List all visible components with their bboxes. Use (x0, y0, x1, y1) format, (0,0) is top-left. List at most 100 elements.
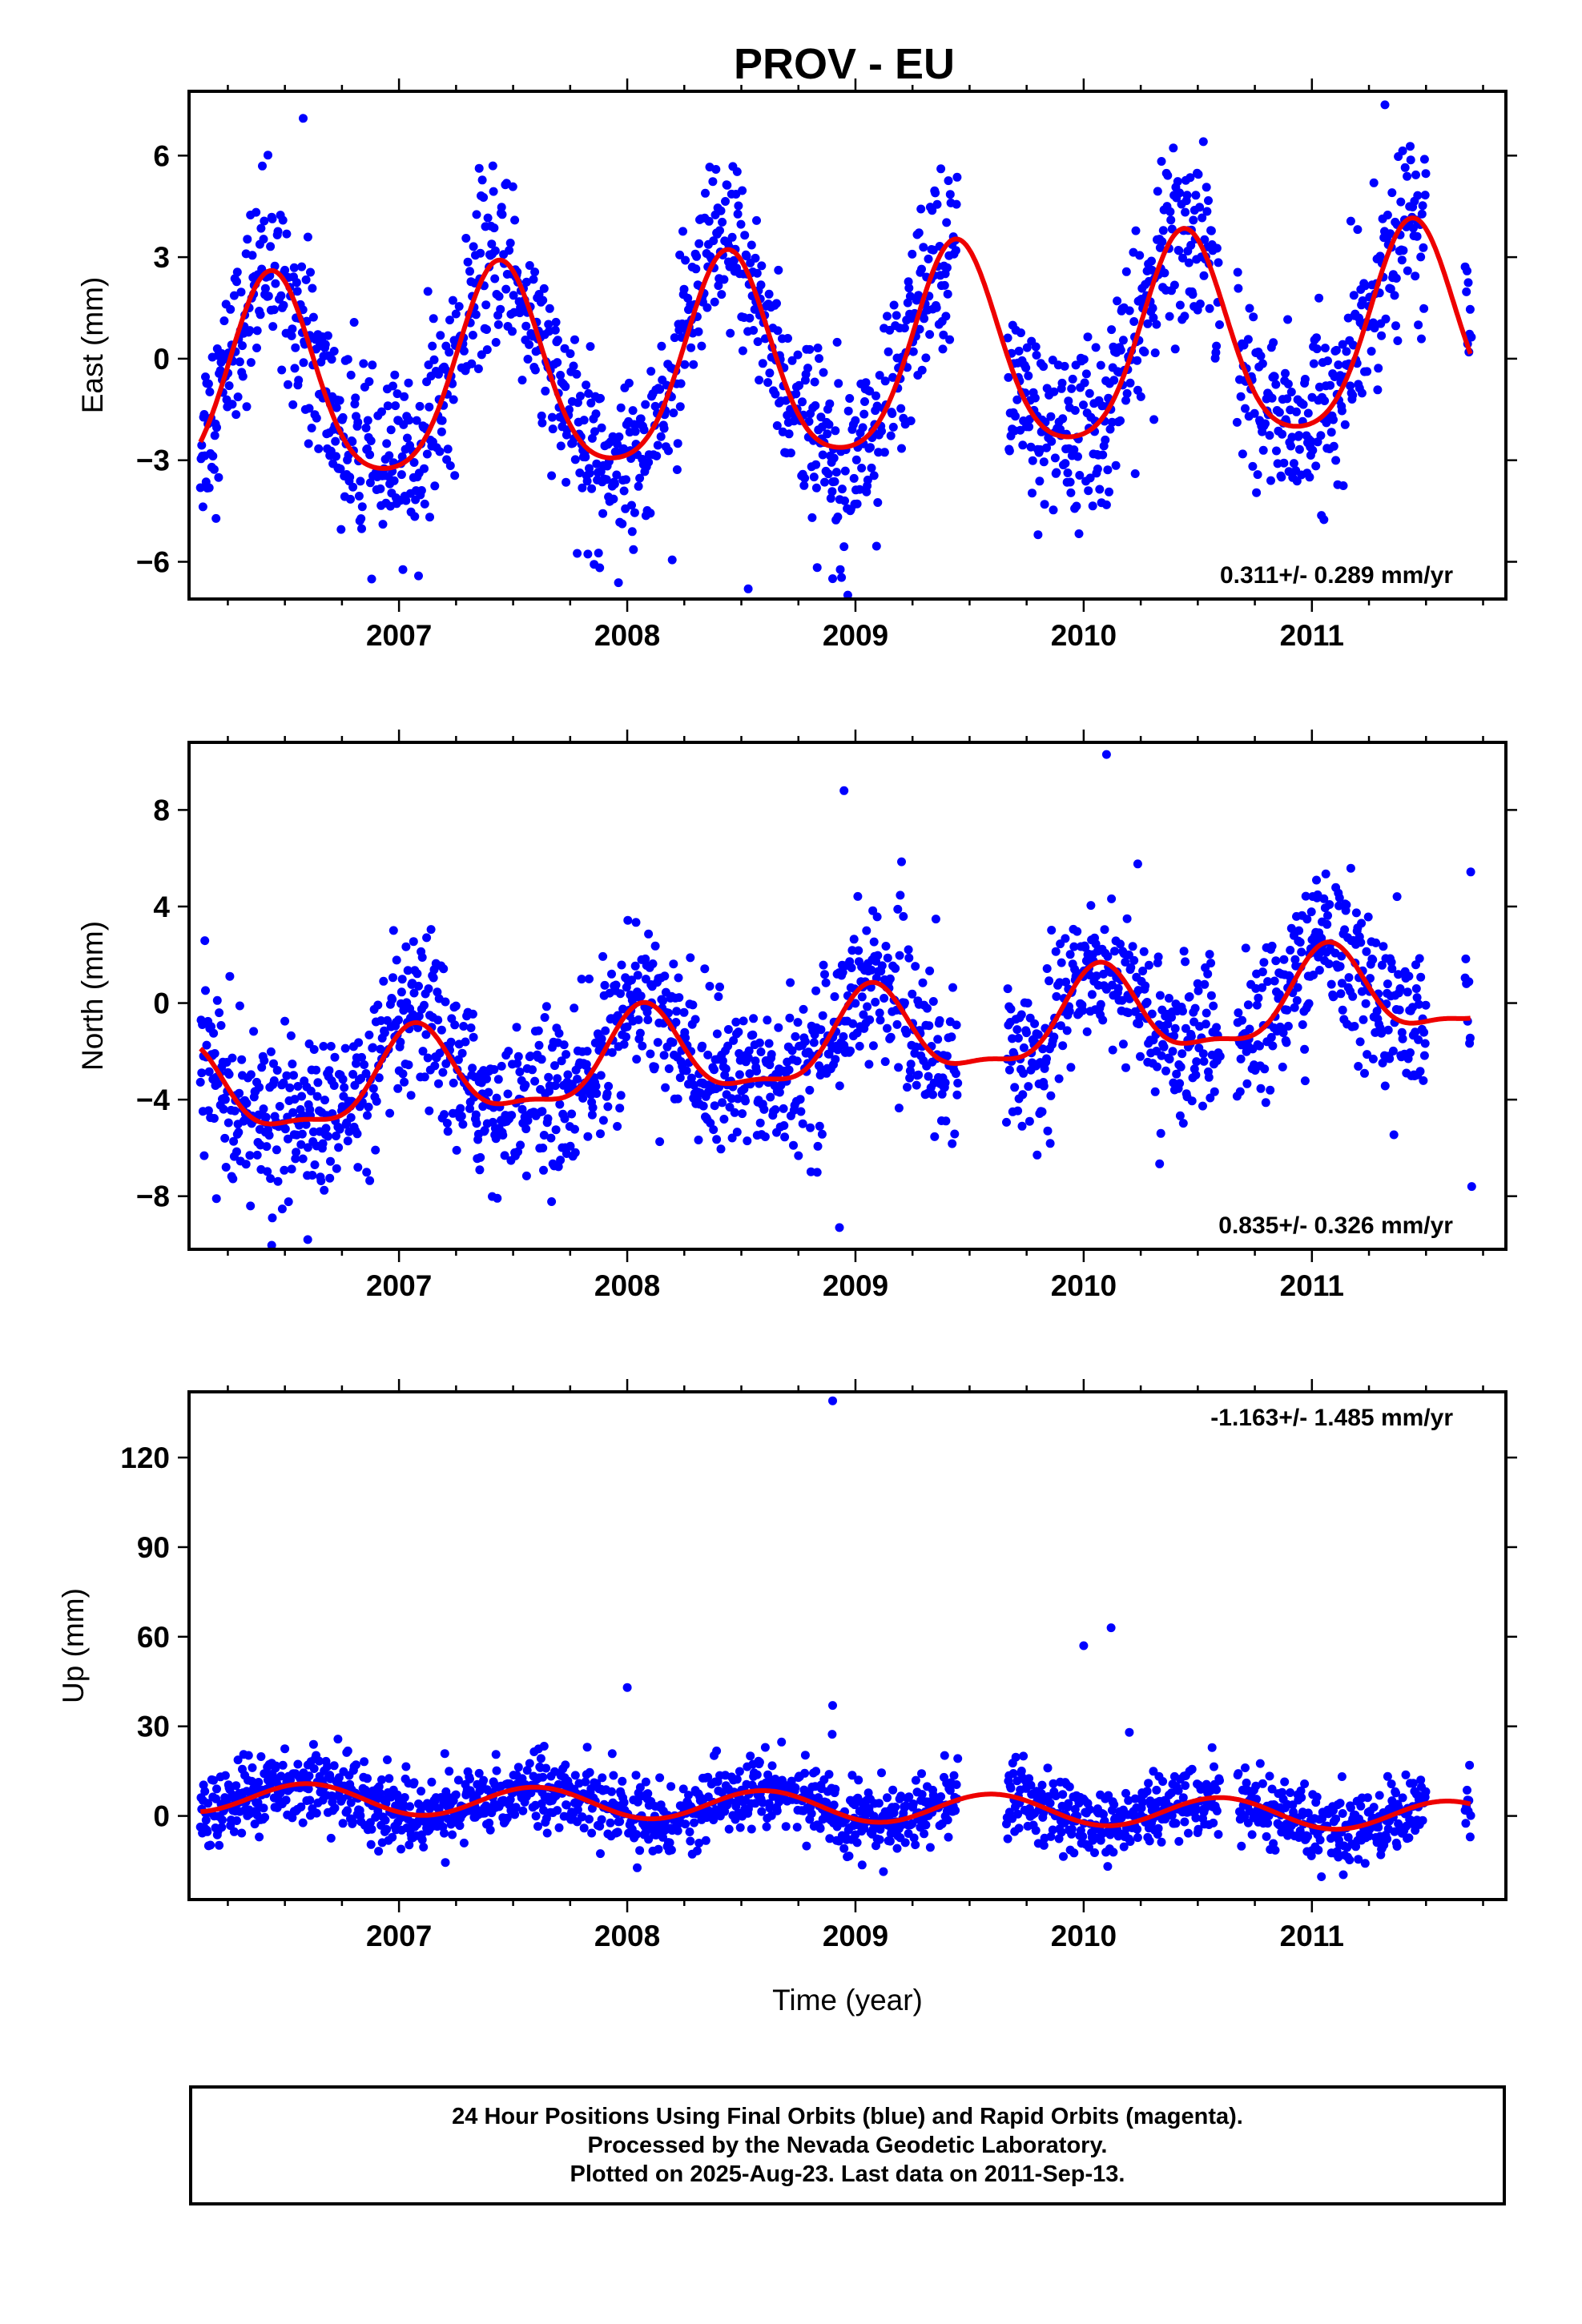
data-point (1135, 251, 1145, 260)
y-tick-label: 0 (153, 343, 170, 376)
data-point (276, 291, 286, 300)
data-point (505, 1795, 515, 1804)
data-point (538, 1772, 548, 1782)
data-point (334, 1143, 344, 1152)
data-point (849, 935, 859, 944)
data-point (1107, 417, 1117, 427)
data-point (1212, 1806, 1222, 1815)
data-point (256, 310, 265, 320)
data-point (830, 992, 839, 1001)
data-point (588, 1103, 598, 1112)
data-point (813, 344, 823, 352)
data-point (445, 1767, 454, 1776)
data-point (573, 1805, 582, 1815)
data-point (516, 1140, 525, 1150)
data-point (1100, 925, 1109, 935)
data-point (889, 300, 899, 310)
data-point (1260, 1064, 1270, 1074)
data-point (940, 280, 949, 290)
data-point (723, 180, 732, 190)
data-point (1038, 1044, 1048, 1054)
data-point (942, 1051, 952, 1061)
data-point (356, 514, 366, 524)
data-point (1126, 963, 1136, 972)
data-point (280, 265, 290, 275)
data-point (417, 486, 426, 495)
data-point (220, 1771, 230, 1780)
data-point (477, 350, 486, 360)
data-point (1124, 1795, 1133, 1805)
data-point (561, 1760, 570, 1770)
data-point (1417, 334, 1426, 344)
data-point (804, 416, 814, 426)
data-point (831, 1784, 840, 1794)
data-point (367, 574, 376, 584)
data-points-up (195, 1396, 1475, 1881)
data-point (681, 255, 690, 265)
data-point (1258, 1779, 1267, 1788)
data-point (448, 296, 457, 305)
data-point (1008, 1034, 1017, 1043)
data-point (497, 1061, 506, 1071)
data-point (755, 1758, 764, 1767)
data-point (1033, 1030, 1043, 1039)
data-point (596, 393, 605, 403)
data-point (844, 1852, 854, 1861)
data-point (585, 1815, 594, 1824)
data-point (394, 1015, 403, 1025)
data-point (1058, 1041, 1068, 1051)
data-point (1091, 939, 1101, 949)
data-point (748, 1030, 758, 1039)
data-point (304, 439, 313, 448)
data-point (1363, 1050, 1372, 1059)
data-point (596, 1849, 605, 1859)
data-point (1270, 976, 1279, 986)
data-point (446, 1037, 456, 1047)
data-point (635, 1846, 645, 1856)
data-point (752, 215, 761, 225)
data-point (332, 452, 340, 461)
data-point (1075, 471, 1085, 480)
data-point (232, 1147, 241, 1156)
data-point (1192, 1057, 1202, 1067)
data-point (763, 378, 773, 388)
data-point (855, 1041, 864, 1051)
data-point (198, 502, 207, 512)
data-point (917, 1769, 926, 1779)
data-point (264, 151, 272, 160)
data-point (880, 1057, 890, 1067)
data-point (293, 1759, 303, 1769)
data-point (1298, 400, 1308, 409)
data-point (254, 1778, 264, 1787)
data-point (1411, 984, 1421, 993)
data-point (1245, 1024, 1254, 1034)
data-point (1199, 271, 1209, 280)
y-tick-label: 6 (153, 139, 170, 172)
data-point (1306, 907, 1316, 917)
data-point (1181, 1781, 1190, 1791)
data-point (1107, 325, 1117, 335)
data-point (1381, 314, 1391, 324)
data-point (660, 971, 670, 981)
data-point (261, 1112, 271, 1122)
data-point (349, 318, 359, 327)
data-point (904, 945, 913, 955)
data-point (1187, 1764, 1197, 1774)
data-point (749, 1014, 759, 1023)
data-point (774, 265, 783, 275)
data-point (837, 573, 847, 582)
data-point (925, 966, 935, 975)
data-point (423, 287, 433, 296)
data-point (560, 344, 570, 353)
data-point (475, 1165, 485, 1175)
data-point (1028, 489, 1037, 498)
data-point (908, 1799, 918, 1808)
data-point (1282, 1038, 1291, 1047)
data-point (874, 448, 884, 457)
data-point (1309, 971, 1318, 979)
data-point (765, 368, 775, 378)
data-point (1092, 971, 1101, 981)
data-point (1298, 1020, 1307, 1029)
data-point (1258, 445, 1268, 455)
data-point (1277, 472, 1286, 482)
